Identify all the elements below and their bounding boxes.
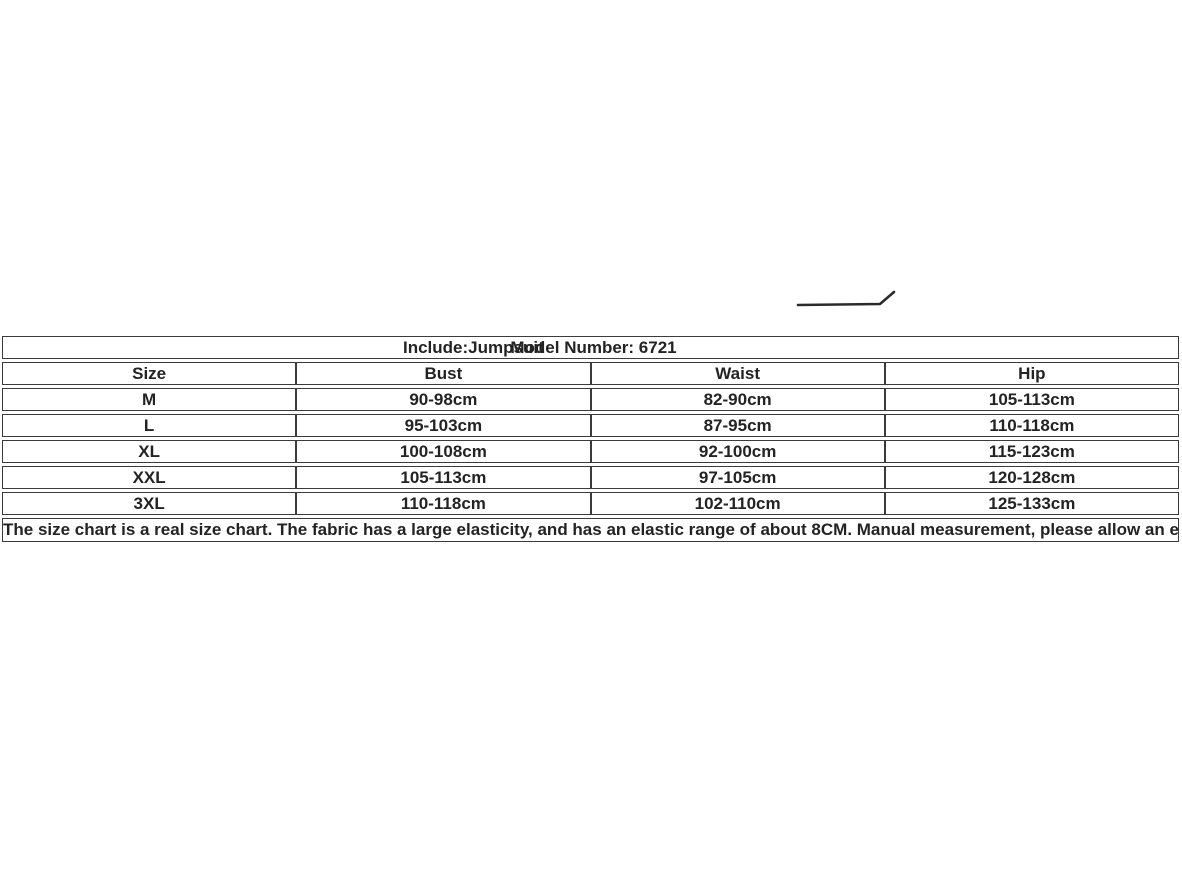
cell-hip: 125-133cm xyxy=(884,492,1179,515)
model-number-label: Model Number: 6721 xyxy=(510,337,677,357)
column-header-hip: Hip xyxy=(884,362,1179,385)
column-header-waist: Waist xyxy=(590,362,885,385)
cell-hip: 120-128cm xyxy=(884,466,1179,489)
cell-hip: 110-118cm xyxy=(884,414,1179,437)
cell-bust: 95-103cm xyxy=(296,414,591,437)
table-row-m: M 90-98cm 82-90cm 105-113cm xyxy=(2,388,1179,411)
column-header-size: Size xyxy=(2,362,297,385)
cell-waist: 102-110cm xyxy=(590,492,885,515)
cell-waist: 97-105cm xyxy=(590,466,885,489)
cell-size: M xyxy=(2,388,297,411)
size-chart-table: Model Number: 6721 Include:Jumpsuit Size… xyxy=(2,333,1179,545)
cell-bust: 110-118cm xyxy=(296,492,591,515)
footnote: The size chart is a real size chart. The… xyxy=(2,518,1179,542)
cell-waist: 82-90cm xyxy=(590,388,885,411)
table-footnote-row: The size chart is a real size chart. The… xyxy=(2,518,1179,542)
cell-size: XXL xyxy=(2,466,297,489)
cell-size: XL xyxy=(2,440,297,463)
cell-bust: 90-98cm xyxy=(296,388,591,411)
table-row-3xl: 3XL 110-118cm 102-110cm 125-133cm xyxy=(2,492,1179,515)
info-cell: Model Number: 6721 Include:Jumpsuit xyxy=(2,336,1179,359)
table-header-row: Size Bust Waist Hip xyxy=(2,362,1179,385)
cell-size: L xyxy=(2,414,297,437)
cell-size: 3XL xyxy=(2,492,297,515)
table-row-l: L 95-103cm 87-95cm 110-118cm xyxy=(2,414,1179,437)
cell-hip: 115-123cm xyxy=(884,440,1179,463)
cell-bust: 100-108cm xyxy=(296,440,591,463)
garment-sketch-line-icon xyxy=(796,290,896,307)
cell-waist: 87-95cm xyxy=(590,414,885,437)
cell-bust: 105-113cm xyxy=(296,466,591,489)
column-header-bust: Bust xyxy=(296,362,591,385)
table-row-xl: XL 100-108cm 92-100cm 115-123cm xyxy=(2,440,1179,463)
table-info-row: Model Number: 6721 Include:Jumpsuit xyxy=(2,336,1179,359)
cell-waist: 92-100cm xyxy=(590,440,885,463)
include-label: Include:Jumpsuit xyxy=(403,337,544,357)
cell-hip: 105-113cm xyxy=(884,388,1179,411)
table-row-xxl: XXL 105-113cm 97-105cm 120-128cm xyxy=(2,466,1179,489)
